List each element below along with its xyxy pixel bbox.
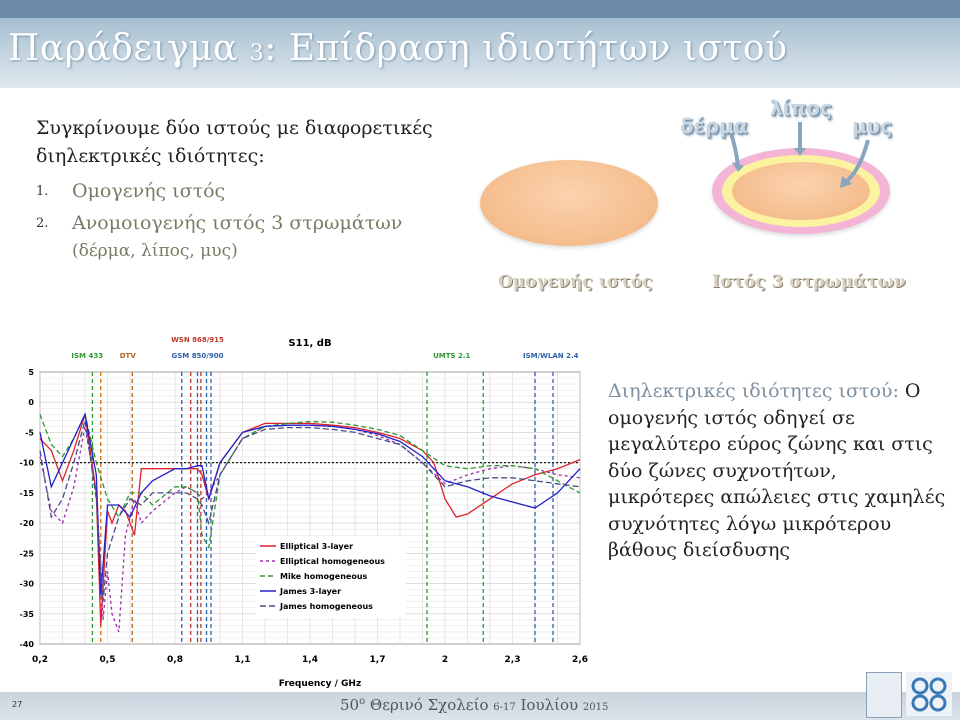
list-item: 1. Ομογενής ιστός <box>36 178 456 204</box>
list-item: 2. Ανομοιογενής ιστός 3 στρωμάτων (δέρμα… <box>36 210 456 264</box>
caption-homogeneous: Ομογενής ιστός <box>498 272 653 292</box>
chart-title: S11, dB <box>288 338 331 349</box>
footer-text: 50ο Θερινό Σχολείο 6-17 Ιουλίου 2015 <box>340 696 608 714</box>
legend-label: James 3-layer <box>279 587 341 596</box>
x-tick-label: 1,7 <box>370 655 386 665</box>
footer-pre: 50 <box>340 696 360 714</box>
y-tick-label: -30 <box>20 580 35 589</box>
x-tick-label: 2,3 <box>505 655 521 665</box>
footer-sup: ο <box>359 696 366 707</box>
homogeneous-tissue-ellipse <box>480 160 658 246</box>
band-label: DTV <box>120 352 137 360</box>
band-label: ISM 433 <box>71 352 103 360</box>
title-bar <box>0 18 960 88</box>
legend-label: James homogeneous <box>279 602 373 611</box>
top-accent-bar <box>0 0 960 18</box>
y-tick-label: 5 <box>28 368 34 377</box>
series-line <box>39 412 581 596</box>
x-tick-label: 0,8 <box>167 655 183 665</box>
s11-chart: 5 0 -5 -10 -15 -20 -25 -30 -35 -40 0,2 0,5 0,8 1,1 1,4… <box>20 336 588 689</box>
right-heading: Διηλεκτρικές ιδιότητες ιστού: <box>608 380 899 402</box>
band-label: GSM 850/900 <box>172 352 224 360</box>
y-tick-label: -20 <box>20 519 35 528</box>
list-number: 2. <box>36 216 49 231</box>
band-label: UMTS 2.1 <box>433 352 470 360</box>
x-tick-label: 1,1 <box>235 655 251 665</box>
skin-label: δέρμα <box>680 114 748 138</box>
footer-year: 2015 <box>582 702 609 713</box>
intro-text: Συγκρίνουμε δύο ιστούς με διαφορετικές δ… <box>36 117 433 167</box>
legend-label: Mike homogeneous <box>280 572 368 581</box>
slide-title: Παράδειγμα 3: Επίδραση ιδιοτήτων ιστού <box>8 28 787 69</box>
school-logo <box>866 672 902 718</box>
legend-box <box>256 536 406 618</box>
muscle-label: μυς <box>852 114 893 138</box>
band-label: ISM/WLAN 2.4 <box>523 352 579 360</box>
y-tick-label: -35 <box>20 610 35 619</box>
institute-logo-graphic <box>911 677 947 712</box>
institute-logo <box>906 672 952 716</box>
title-rest: : Επίδραση ιδιοτήτων ιστού <box>264 28 788 69</box>
footer-bar <box>0 692 960 720</box>
x-tick-label: 0,2 <box>32 655 48 665</box>
list-text: Ομογενής ιστός <box>72 180 226 202</box>
right-body: Ο ομογενής ιστός οδηγεί σε μεγαλύτερο εύ… <box>608 380 946 561</box>
x-tick-label: 2 <box>442 655 448 665</box>
layer-arrows <box>728 122 870 188</box>
y-tick-label: -40 <box>20 640 35 649</box>
footer-month: Ιουλίου <box>515 696 583 714</box>
footer-dates: 6-17 <box>493 702 516 713</box>
x-tick-label: 1,4 <box>302 655 318 665</box>
title-main: Παράδειγμα <box>8 28 250 69</box>
list-text: Ανομοιογενής ιστός 3 στρωμάτων <box>72 212 403 234</box>
right-description: Διηλεκτρικές ιδιότητες ιστού: Ο ομογενής… <box>608 378 948 564</box>
y-tick-label: 0 <box>28 398 34 407</box>
y-tick-label: -15 <box>20 489 35 498</box>
tissue-list: 1. Ομογενής ιστός 2. Ανομοιογενής ιστός … <box>36 178 456 270</box>
title-number: 3 <box>249 41 265 66</box>
muscle-arrow <box>844 139 870 184</box>
x-tick-label: 2,6 <box>572 655 588 665</box>
series-line <box>39 420 581 602</box>
band-label: WSN 868/915 <box>171 336 224 344</box>
caption-three-layer: Ιστός 3 στρωμάτων <box>712 272 906 292</box>
fat-arrow-head <box>794 148 806 156</box>
footer-mid: Θερινό Σχολείο <box>365 696 494 714</box>
skin-arrow-head <box>732 162 744 172</box>
list-subtext: (δέρμα, λίπος, μυς) <box>72 241 238 261</box>
x-tick-label: 0,5 <box>100 655 116 665</box>
page-number: 27 <box>12 700 23 709</box>
muscle-layer-ellipse <box>732 162 870 220</box>
legend-label: Elliptical 3-layer <box>280 542 353 551</box>
y-tick-label: -25 <box>20 549 35 558</box>
legend-label: Elliptical homogeneous <box>280 557 385 566</box>
fat-label: λίπος <box>770 96 832 120</box>
skin-arrow <box>728 129 740 167</box>
x-axis-label: Frequency / GHz <box>279 679 361 689</box>
list-number: 1. <box>36 184 49 199</box>
y-tick-label: -5 <box>25 428 34 437</box>
muscle-arrow-head <box>840 176 852 188</box>
y-tick-label: -10 <box>20 459 35 468</box>
